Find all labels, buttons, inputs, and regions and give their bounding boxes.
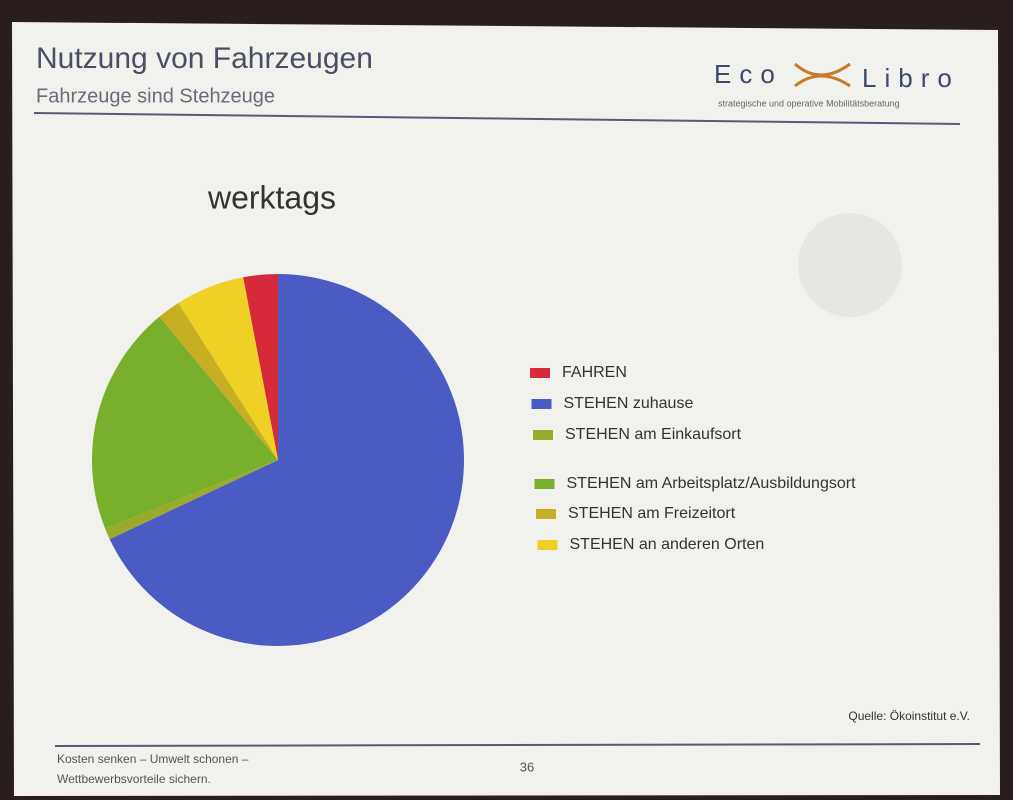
logo-mark [794,62,851,88]
logo-left: Eco [714,59,783,89]
logo-right: Libro [862,63,960,93]
legend-label: STEHEN an anderen Orten [570,536,765,553]
pie-slice [105,460,278,540]
legend-label: STEHEN am Freizeitort [568,505,736,522]
pie [91,274,465,646]
pie-slice [243,274,278,460]
pie-slice [91,316,278,529]
legend-swatch [536,509,556,519]
pie-slice [159,302,278,460]
slide-subtitle: Fahrzeuge sind Stehzeuge [36,85,275,107]
pie-slice [109,274,465,646]
logo-tagline: strategische und operative Mobilitätsber… [718,98,900,108]
footer-rule [54,743,981,747]
legend-label: FAHREN [562,364,627,381]
footer-text: Kosten senken – Umwelt schonen – [57,752,249,766]
legend-swatch [531,399,552,409]
page-number: 36 [520,759,534,774]
watermark [798,213,902,317]
legend-label: STEHEN am Arbeitsplatz/Ausbildungsort [567,475,857,492]
legend-label: STEHEN zuhause [564,395,694,412]
legend-label: STEHEN am Einkaufsort [565,426,742,443]
pie-slice [178,277,278,460]
source-note: Quelle: Ökoinstitut e.V. [848,709,970,723]
legend-swatch [537,540,558,550]
footer-text: Wettbewerbsvorteile sichern. [57,772,211,786]
legend-swatch [533,430,553,440]
legend-swatch [530,368,550,378]
chart-title: werktags [207,179,336,215]
slide-title: Nutzung von Fahrzeugen [36,42,373,75]
legend: FAHREN STEHEN zuhause STEHEN am Einkaufsor… [530,364,856,553]
legend-swatch [534,479,555,489]
header-rule [33,112,961,125]
